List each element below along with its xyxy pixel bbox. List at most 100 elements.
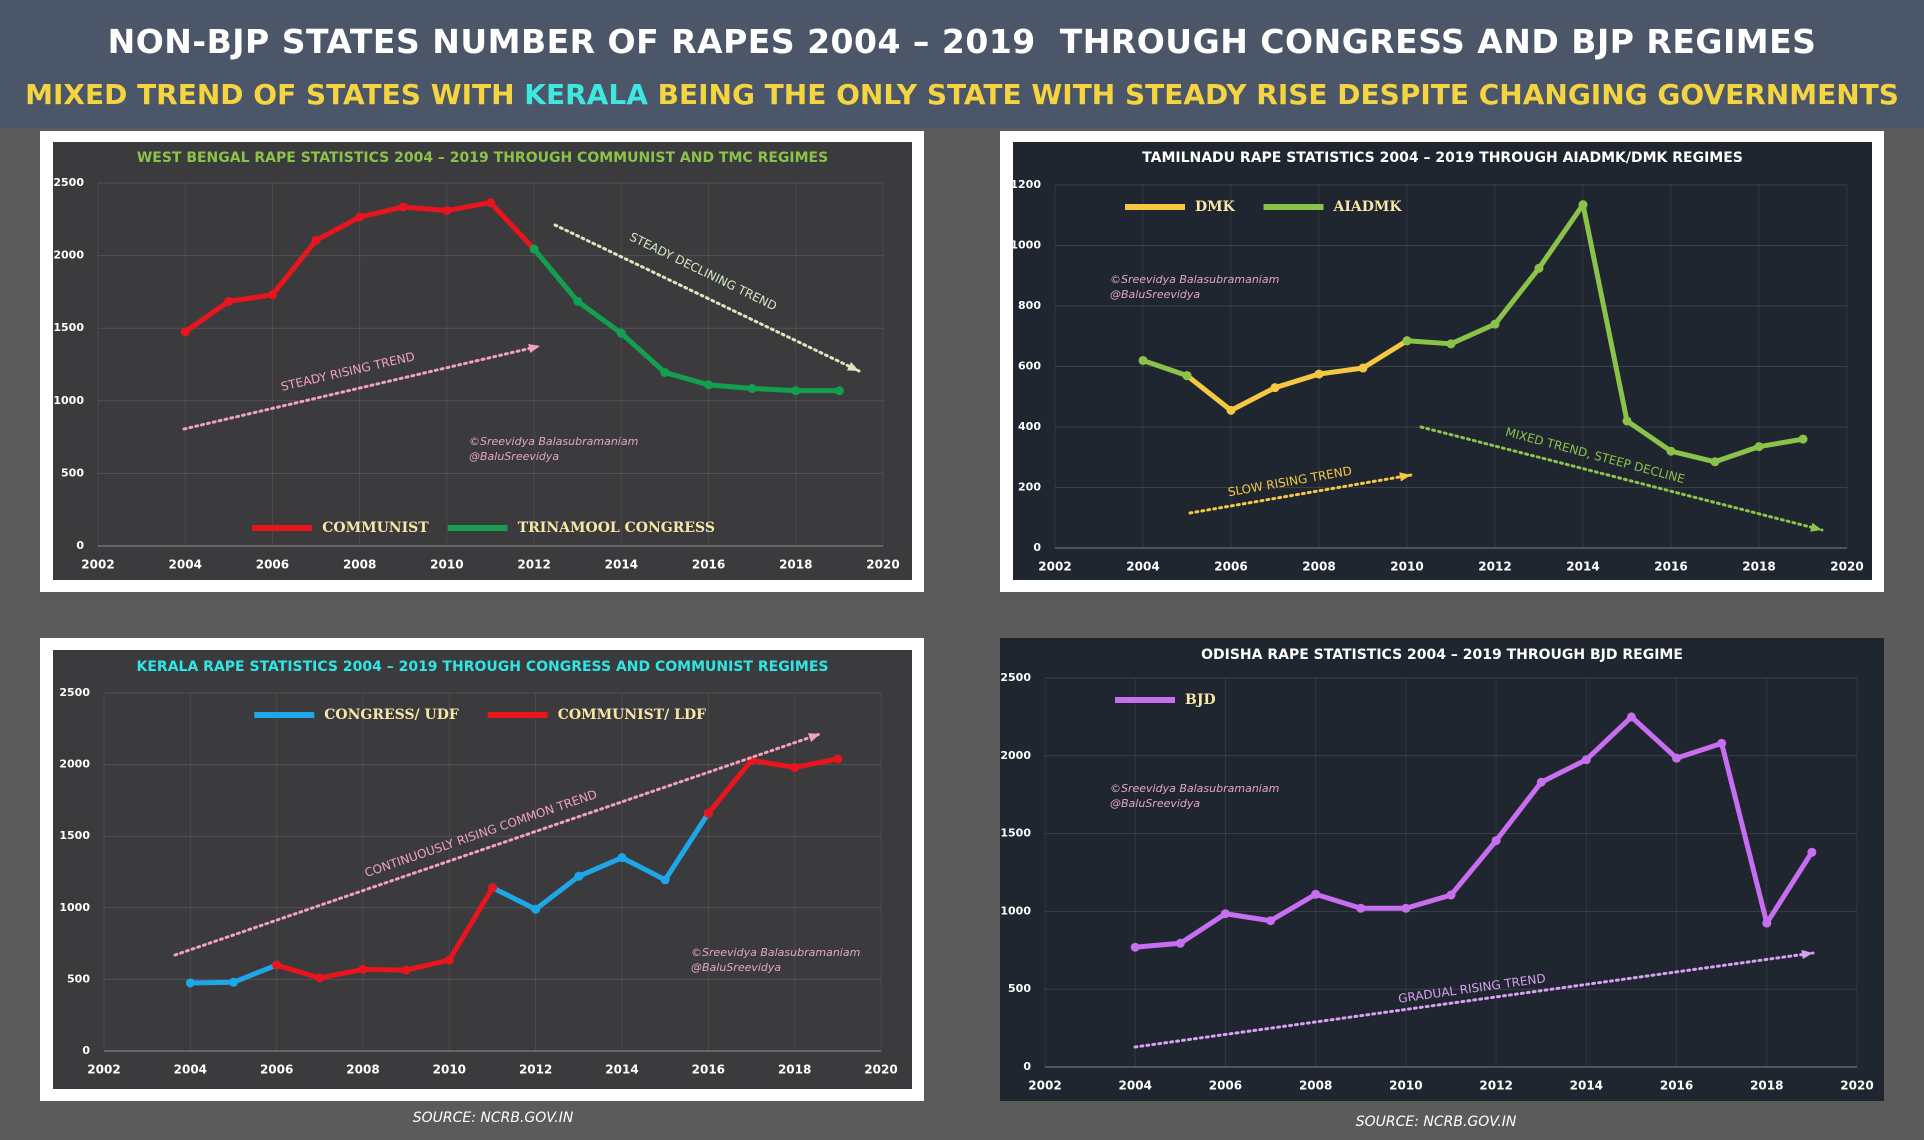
data-point <box>1666 446 1676 456</box>
data-point <box>531 904 541 914</box>
x-tick-label: 2008 <box>1299 1079 1332 1093</box>
y-tick-label: 0 <box>1023 1060 1031 1073</box>
y-tick-label: 500 <box>61 466 84 479</box>
trend-arrow <box>1419 425 1824 532</box>
chart-panel: KERALA RAPE STATISTICS 2004 – 2019 THROU… <box>40 638 924 1101</box>
y-tick-label: 0 <box>76 539 84 552</box>
data-point <box>1311 889 1321 899</box>
y-tick-label: 0 <box>1033 541 1041 554</box>
x-tick-label: 2004 <box>1126 560 1159 574</box>
arrow-head <box>1399 472 1411 482</box>
series-line <box>275 756 839 981</box>
data-point <box>488 883 497 893</box>
data-point <box>1717 738 1727 748</box>
data-point <box>790 762 800 772</box>
data-point <box>1270 383 1280 393</box>
source: SOURCE: NCRB.GOV.IN <box>1356 1114 1517 1130</box>
x-tick-label: 2016 <box>1660 1079 1693 1093</box>
data-point <box>1807 847 1817 857</box>
subtitle-highlight: KERALA <box>524 78 648 111</box>
y-tick-label: 600 <box>1018 360 1041 373</box>
data-point <box>224 296 234 306</box>
x-tick-label: 2002 <box>87 1063 120 1077</box>
y-tick-label: 1000 <box>1010 239 1041 252</box>
data-point <box>401 965 411 975</box>
credit: ©Sreevidya Balasubramaniam <box>1110 273 1279 286</box>
x-tick-label: 2002 <box>1028 1079 1061 1093</box>
series-line <box>532 247 840 394</box>
trend-arrow <box>173 732 822 957</box>
data-point <box>1578 200 1588 210</box>
y-tick-label: 2000 <box>53 249 84 262</box>
x-tick-label: 2012 <box>517 558 550 572</box>
chart-panel: WEST BENGAL RAPE STATISTICS 2004 – 2019 … <box>40 131 924 592</box>
y-tick-label: 500 <box>67 972 90 985</box>
x-tick-label: 2010 <box>433 1063 466 1077</box>
data-point <box>1490 319 1500 329</box>
chart-panel: ODISHA RAPE STATISTICS 2004 – 2019 THROU… <box>1000 638 1884 1101</box>
x-tick-label: 2010 <box>430 558 463 572</box>
panel-background <box>53 142 912 580</box>
x-tick-label: 2018 <box>779 558 812 572</box>
x-tick-label: 2016 <box>1654 560 1687 574</box>
y-tick-label: 800 <box>1018 299 1041 312</box>
series-line <box>1135 714 1814 950</box>
data-point <box>1798 434 1808 444</box>
data-point <box>834 386 844 396</box>
data-point <box>660 367 670 377</box>
data-point <box>1446 890 1456 900</box>
x-tick-label: 2010 <box>1389 1079 1422 1093</box>
data-point <box>1130 942 1140 952</box>
data-point <box>1226 405 1236 415</box>
x-tick-label: 2004 <box>1119 1079 1152 1093</box>
data-point <box>1402 336 1412 346</box>
data-point <box>573 296 583 306</box>
data-point <box>229 977 238 987</box>
data-point <box>1220 909 1230 919</box>
y-tick-label: 2500 <box>59 686 90 699</box>
data-point <box>1581 755 1591 765</box>
credit: @BaluSreevidya <box>1110 288 1200 301</box>
chart-panel: TAMILNADU RAPE STATISTICS 2004 – 2019 TH… <box>1000 131 1884 592</box>
x-tick-label: 2020 <box>866 558 899 572</box>
y-tick-label: 2000 <box>1000 749 1031 762</box>
chart-title: ODISHA RAPE STATISTICS 2004 – 2019 THROU… <box>1201 647 1683 663</box>
data-point <box>442 206 452 216</box>
x-tick-label: 2006 <box>1214 560 1247 574</box>
credit: ©Sreevidya Balasubramaniam <box>469 435 638 448</box>
y-tick-label: 500 <box>1008 982 1031 995</box>
trend-arrow <box>1133 951 1815 1049</box>
credit: ©Sreevidya Balasubramaniam <box>691 946 860 959</box>
data-point <box>791 386 801 396</box>
legend-label: BJD <box>1185 692 1216 708</box>
arrow-head <box>847 362 859 371</box>
x-tick-label: 2016 <box>692 558 725 572</box>
data-point <box>1622 416 1632 426</box>
data-point <box>1175 938 1185 948</box>
x-tick-label: 2018 <box>1750 1079 1783 1093</box>
credit: @BaluSreevidya <box>469 450 559 463</box>
data-point <box>1266 916 1276 926</box>
panel-background <box>53 650 912 1089</box>
data-point <box>747 383 757 393</box>
x-tick-label: 2018 <box>778 1063 811 1077</box>
data-point <box>574 871 584 881</box>
page-title: NON-BJP STATES NUMBER OF RAPES 2004 – 20… <box>107 22 1817 61</box>
data-point <box>272 960 282 970</box>
x-tick-label: 2004 <box>174 1063 207 1077</box>
chart-title: WEST BENGAL RAPE STATISTICS 2004 – 2019 … <box>137 150 828 166</box>
x-tick-label: 2006 <box>260 1063 293 1077</box>
y-tick-label: 1500 <box>53 321 84 334</box>
x-tick-label: 2020 <box>864 1063 897 1077</box>
data-point <box>358 964 368 974</box>
x-tick-label: 2002 <box>1038 560 1071 574</box>
data-point <box>1710 457 1720 467</box>
arrow-head <box>1801 949 1813 960</box>
data-point <box>185 978 195 988</box>
x-tick-label: 2014 <box>1570 1079 1603 1093</box>
data-point <box>1446 339 1456 349</box>
data-point <box>1182 371 1192 381</box>
legend-label: DMK <box>1195 199 1236 215</box>
